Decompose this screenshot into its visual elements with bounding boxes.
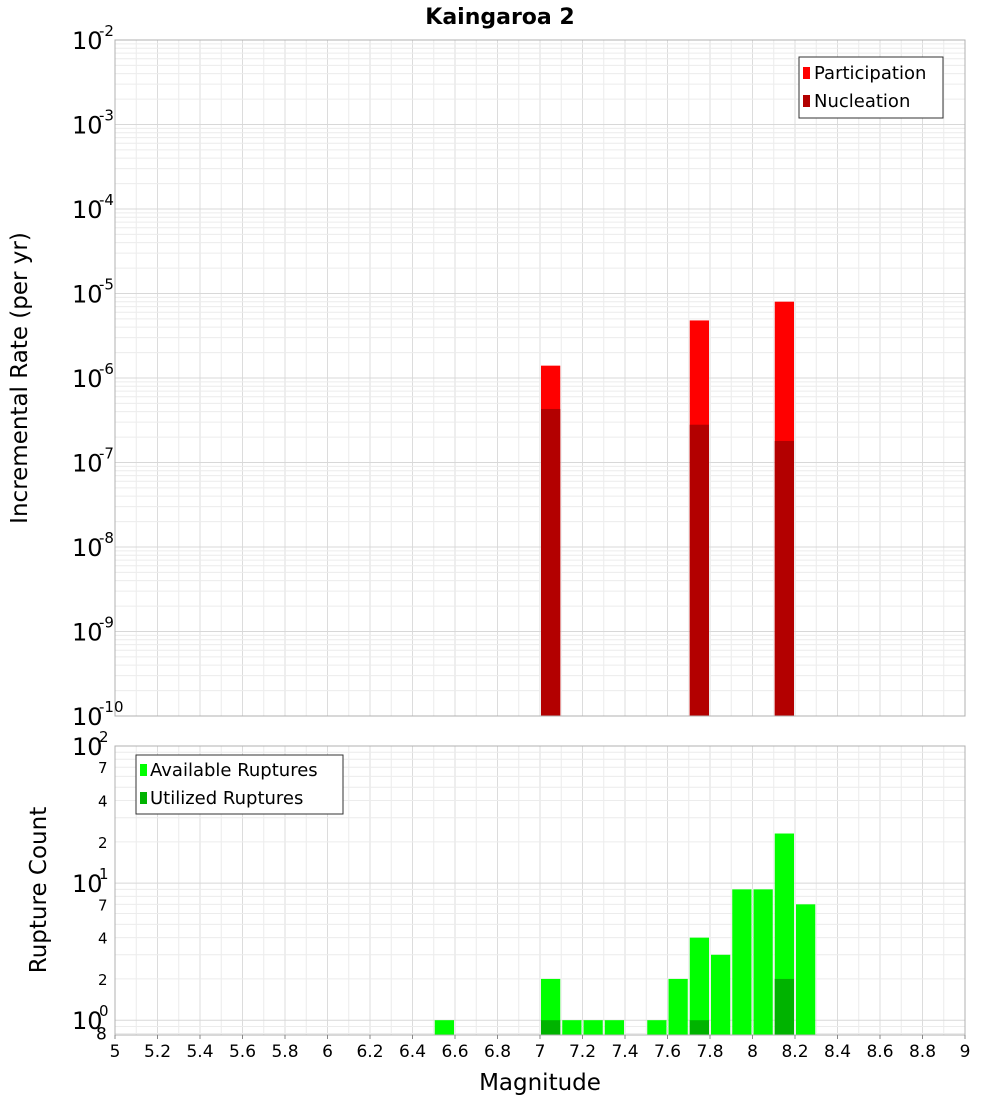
bar-nucleation <box>541 408 561 716</box>
top-y-tick-label: 10 <box>72 196 103 224</box>
top-y-tick-exponent: -3 <box>99 107 114 125</box>
bar-nucleation <box>689 424 709 716</box>
bar-available-ruptures <box>562 1020 582 1035</box>
x-tick-label: 6.2 <box>356 1042 383 1062</box>
bottom-y-tick-label: 10 <box>72 870 103 898</box>
x-tick-label: 9 <box>960 1042 971 1062</box>
bar-available-ruptures <box>604 1020 624 1035</box>
utilized-swatch <box>140 792 147 804</box>
bottom-y-tick-exponent: 2 <box>99 728 109 746</box>
x-tick-label: 7.6 <box>654 1042 681 1062</box>
top-y-tick-exponent: -9 <box>99 614 114 632</box>
bar-utilized-ruptures <box>774 978 794 1035</box>
top-y-tick-label: 10 <box>72 112 103 140</box>
top-legend-box <box>798 56 944 119</box>
top-y-tick-label: 10 <box>72 534 103 562</box>
top-y-tick-label: 10 <box>72 281 103 309</box>
nucleation-swatch <box>803 95 810 107</box>
bottom-y-minor-tick-label: 8 <box>96 1024 107 1044</box>
x-tick-label: 5.6 <box>229 1042 256 1062</box>
top-panel-grid <box>114 39 966 717</box>
top-legend: Participation Nucleation <box>798 56 944 119</box>
top-y-tick-exponent: -8 <box>99 529 114 547</box>
x-tick-label: 5.4 <box>186 1042 213 1062</box>
bar-utilized-ruptures <box>689 1020 709 1035</box>
top-y-tick-exponent: -10 <box>99 698 124 716</box>
bottom-y-minor-tick-label: 7 <box>98 759 108 777</box>
top-y-tick-label: 10 <box>72 619 103 647</box>
bottom-y-minor-tick-label: 2 <box>98 971 108 989</box>
bar-available-ruptures <box>434 1020 454 1035</box>
x-tick-label: 6.8 <box>484 1042 511 1062</box>
top-y-tick-exponent: -2 <box>99 22 114 40</box>
x-tick-label: 6 <box>322 1042 333 1062</box>
x-tick-label: 8.6 <box>866 1042 893 1062</box>
bottom-y-minor-tick-label: 4 <box>98 793 108 811</box>
top-y-tick-exponent: -4 <box>99 191 114 209</box>
available-swatch <box>140 764 147 776</box>
legend-utilized-ruptures: Utilized Ruptures <box>150 788 303 809</box>
bottom-y-tick-exponent: 0 <box>99 1002 109 1020</box>
x-tick-label: 5 <box>110 1042 121 1062</box>
bar-nucleation <box>774 440 794 716</box>
top-panel-frame <box>114 39 966 717</box>
x-tick-label: 6.4 <box>399 1042 426 1062</box>
bar-utilized-ruptures <box>541 1020 561 1035</box>
bar-available-ruptures <box>689 937 709 1035</box>
x-tick-label: 7.2 <box>569 1042 596 1062</box>
top-y-tick-label: 10 <box>72 27 103 55</box>
bar-available-ruptures <box>711 954 731 1035</box>
x-axis-label: Magnitude <box>479 1070 601 1096</box>
x-tick-label: 6.6 <box>441 1042 468 1062</box>
x-tick-label: 7.4 <box>611 1042 638 1062</box>
top-y-tick-exponent: -7 <box>99 445 114 463</box>
legend-available-ruptures: Available Ruptures <box>150 760 318 781</box>
bottom-y-minor-tick-label: 7 <box>98 896 108 914</box>
top-y-tick-exponent: -6 <box>99 360 114 378</box>
bottom-y-minor-tick-label: 4 <box>98 930 108 948</box>
bar-available-ruptures <box>753 889 773 1035</box>
x-tick-label: 8.4 <box>824 1042 851 1062</box>
bottom-legend-box <box>135 754 344 815</box>
participation-swatch <box>803 67 810 79</box>
top-panel-bars <box>541 301 794 716</box>
x-tick-label: 5.8 <box>271 1042 298 1062</box>
x-tick-label: 8.8 <box>909 1042 936 1062</box>
x-tick-label: 7 <box>535 1042 546 1062</box>
bar-available-ruptures <box>583 1020 603 1035</box>
top-y-tick-label: 10 <box>72 450 103 478</box>
legend-nucleation: Nucleation <box>814 91 910 112</box>
bar-available-ruptures <box>647 1020 667 1035</box>
top-y-axis-label: Incremental Rate (per yr) <box>7 232 33 524</box>
top-y-tick-label: 10 <box>72 365 103 393</box>
legend-participation: Participation <box>814 63 926 84</box>
bar-available-ruptures <box>668 978 688 1035</box>
x-axis-ticks: 5 5.2 5.4 5.6 5.8 6 6.2 6.4 6.6 6.8 7 7.2 7.4 7.6 7.8 8… <box>110 1035 971 1062</box>
chart-title: Kaingaroa 2 <box>425 5 574 30</box>
x-tick-label: 7.8 <box>696 1042 723 1062</box>
bottom-y-tick-exponent: 1 <box>99 865 109 883</box>
bottom-legend: Available Ruptures Utilized Ruptures <box>135 754 344 815</box>
bottom-y-minor-tick-label: 2 <box>98 834 108 852</box>
top-y-tick-exponent: -5 <box>99 276 114 294</box>
bottom-y-tick-label: 10 <box>72 733 103 761</box>
bar-available-ruptures <box>796 904 816 1035</box>
x-tick-label: 8 <box>747 1042 758 1062</box>
bar-available-ruptures <box>732 889 752 1035</box>
bottom-y-tick-label: 10 <box>72 1007 103 1035</box>
x-tick-label: 5.2 <box>144 1042 171 1062</box>
bottom-y-axis-label: Rupture Count <box>26 807 52 973</box>
bottom-panel-bars <box>434 833 816 1035</box>
x-tick-label: 8.2 <box>781 1042 808 1062</box>
top-y-tick-label: 10 <box>72 703 103 731</box>
